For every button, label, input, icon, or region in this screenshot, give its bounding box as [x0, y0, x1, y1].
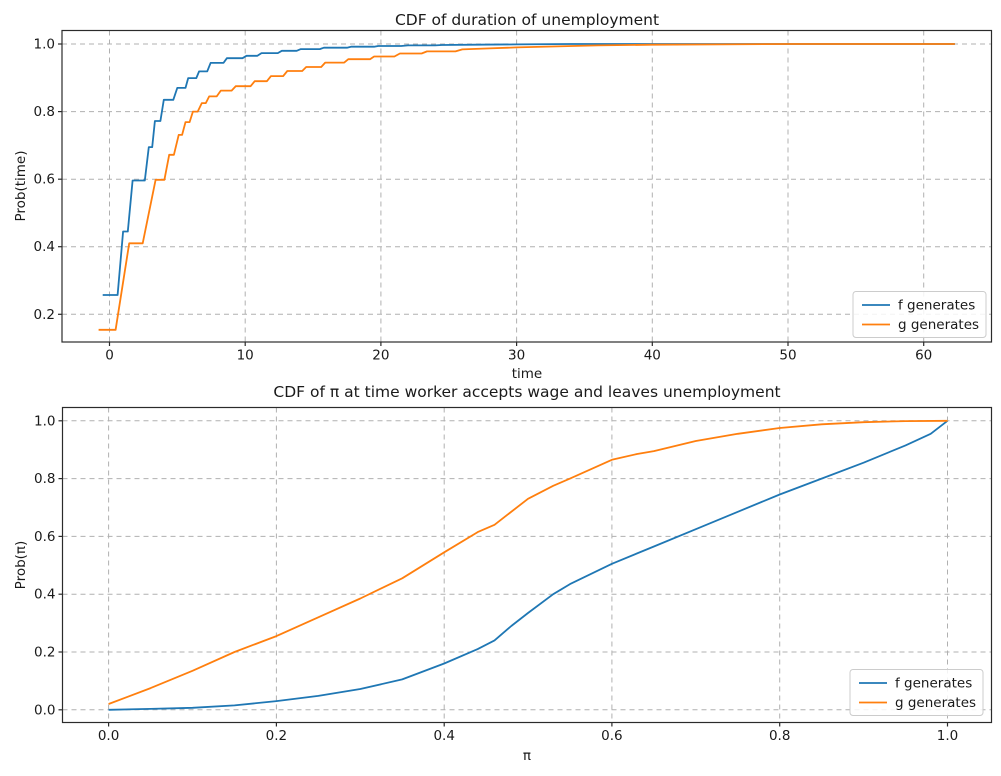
y-tick-label: 1.0 [34, 413, 55, 429]
x-tick-label: 0.2 [266, 728, 287, 744]
y-tick-label: 1.0 [34, 37, 55, 53]
legend-label-f-generates: f generates [895, 676, 972, 692]
x-tick-label: 0 [105, 348, 114, 364]
x-tick-label: 0.4 [433, 728, 454, 744]
y-tick-label: 0.4 [34, 239, 55, 255]
series-line-f-generates [102, 43, 955, 296]
x-tick-label: 20 [372, 348, 389, 364]
x-tick-label: 30 [508, 348, 525, 364]
series-line-f-generates [108, 420, 949, 711]
bottom-chart-title: CDF of π at time worker accepts wage and… [273, 383, 781, 401]
y-tick-label: 0.2 [34, 645, 55, 661]
y-tick-label: 0.8 [34, 471, 55, 487]
legend-label-f-generates: f generates [898, 298, 975, 314]
bottom-chart-xlabel: π [522, 748, 532, 764]
legend-label-g-generates: g generates [895, 695, 976, 711]
legend-box [849, 669, 984, 716]
x-tick-label: 40 [644, 348, 661, 364]
bottom-chart-ylabel: Prob(π) [13, 540, 29, 590]
x-tick-label: 0.0 [98, 728, 119, 744]
legend-label-g-generates: g generates [898, 317, 979, 333]
top-chart-xlabel: time [511, 366, 543, 382]
series-line-g-generates [108, 419, 948, 705]
chart-0: 0 10 20 30 40 50 60 0.2 0.4 0.6 0.8 1.0 f generates g… [34, 29, 993, 364]
series-line-g-generates [98, 43, 955, 331]
x-tick-label: 0.6 [601, 728, 622, 744]
x-tick-label: 0.8 [769, 728, 790, 744]
x-tick-label: 10 [237, 348, 254, 364]
plot-frame [61, 406, 993, 724]
legend-box [852, 291, 987, 338]
chart-1: 0.0 0.2 0.4 0.6 0.8 1.0 0.0 0.2 0.4 0.6 0.8 1.0 f ge… [34, 406, 993, 744]
y-tick-label: 0.6 [34, 172, 55, 188]
x-tick-label: 60 [915, 348, 932, 364]
y-tick-label: 0.0 [34, 702, 55, 718]
x-tick-label: 50 [779, 348, 796, 364]
x-tick-label: 1.0 [937, 728, 958, 744]
y-tick-label: 0.6 [34, 529, 55, 545]
top-chart-ylabel: Prob(time) [13, 150, 29, 222]
y-tick-label: 0.8 [34, 104, 55, 120]
y-tick-label: 0.4 [34, 587, 55, 603]
plot-frame [61, 29, 993, 343]
top-chart-title: CDF of duration of unemployment [394, 11, 660, 29]
y-tick-label: 0.2 [34, 307, 55, 323]
